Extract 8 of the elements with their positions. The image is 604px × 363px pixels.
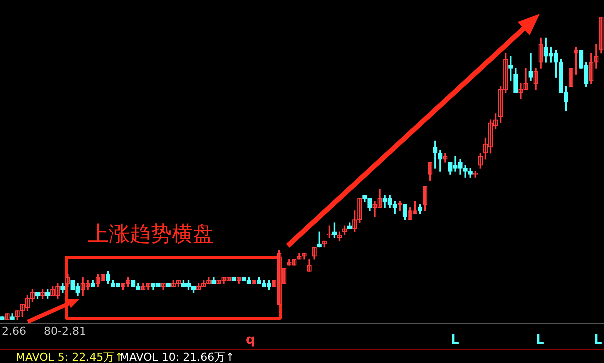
text: q bbox=[246, 333, 256, 348]
text: L bbox=[536, 333, 544, 348]
text: 80-2.81 bbox=[44, 325, 86, 338]
text: 2.66 bbox=[2, 325, 26, 338]
text: L bbox=[594, 333, 602, 348]
text: MAVOL 10: 21.66万↑ bbox=[120, 351, 235, 363]
annotation: 上涨趋势横盘 bbox=[88, 222, 214, 246]
text: L bbox=[451, 333, 460, 348]
